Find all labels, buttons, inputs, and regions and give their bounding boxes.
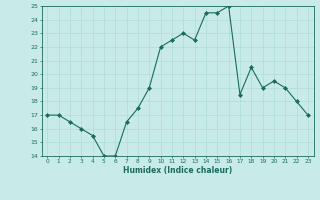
X-axis label: Humidex (Indice chaleur): Humidex (Indice chaleur) [123,166,232,175]
